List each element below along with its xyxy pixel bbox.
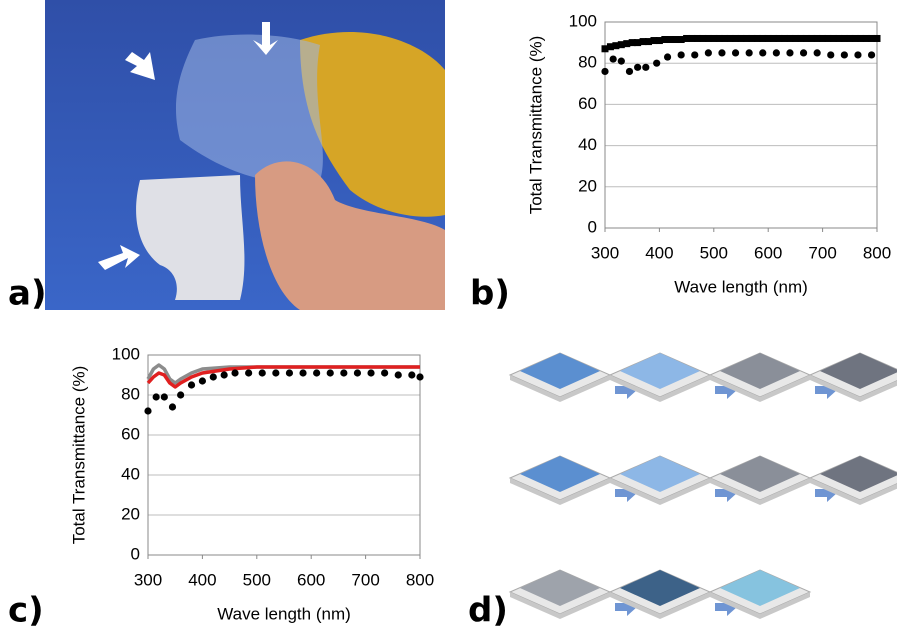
data-point: [408, 371, 415, 378]
panel-label: a): [8, 274, 46, 314]
x-tick-label: 500: [243, 570, 271, 589]
data-point: [231, 369, 238, 376]
data-point: [691, 51, 698, 58]
data-point: [327, 369, 334, 376]
data-point: [354, 369, 361, 376]
y-tick-label: 80: [121, 384, 140, 403]
x-axis-label: Wave length (nm): [674, 277, 808, 296]
data-point: [653, 60, 660, 67]
data-point: [854, 51, 861, 58]
figure: a) b) c) d) 0204060801003004005006007008…: [0, 0, 897, 633]
x-tick-label: 500: [700, 243, 728, 262]
x-tick-label: 400: [645, 243, 673, 262]
panel-label: c): [8, 591, 44, 631]
data-point: [678, 51, 685, 58]
y-tick-label: 0: [588, 217, 597, 236]
photo: [45, 0, 445, 310]
plot-frame: [605, 22, 877, 228]
data-point: [153, 393, 160, 400]
data-point: [299, 369, 306, 376]
data-point: [634, 64, 641, 71]
data-point: [841, 51, 848, 58]
data-point: [395, 371, 402, 378]
x-axis-label: Wave length (nm): [217, 604, 351, 623]
data-point: [313, 369, 320, 376]
data-point: [381, 369, 388, 376]
x-tick-label: 800: [863, 243, 891, 262]
data-point: [773, 49, 780, 56]
y-axis-label: Total Transmittance (%): [69, 366, 88, 545]
y-tick-label: 20: [121, 504, 140, 523]
data-point: [626, 68, 633, 75]
data-point: [199, 377, 206, 384]
x-tick-label: 300: [591, 243, 619, 262]
data-point: [664, 53, 671, 60]
process-diagram: [510, 353, 897, 619]
data-point: [272, 369, 279, 376]
x-tick-label: 400: [188, 570, 216, 589]
data-point: [618, 58, 625, 65]
y-tick-label: 100: [112, 344, 140, 363]
y-tick-label: 60: [578, 94, 597, 113]
data-point: [259, 369, 266, 376]
data-point: [705, 49, 712, 56]
data-point: [416, 373, 423, 380]
data-point: [188, 381, 195, 388]
y-tick-label: 40: [121, 464, 140, 483]
data-point: [221, 371, 228, 378]
data-point: [874, 35, 881, 42]
panel-label: b): [470, 274, 510, 314]
data-point: [367, 369, 374, 376]
data-point: [800, 49, 807, 56]
data-point: [169, 403, 176, 410]
y-tick-label: 100: [569, 11, 597, 30]
y-axis-label: Total Transmittance (%): [526, 36, 545, 215]
y-tick-label: 60: [121, 424, 140, 443]
data-point: [210, 373, 217, 380]
x-tick-label: 600: [297, 570, 325, 589]
data-point: [177, 391, 184, 398]
data-point: [144, 407, 151, 414]
data-point: [718, 49, 725, 56]
data-point: [161, 393, 168, 400]
data-point: [286, 369, 293, 376]
panel-label: d): [468, 591, 508, 631]
data-point: [340, 369, 347, 376]
data-point: [746, 49, 753, 56]
x-tick-label: 700: [808, 243, 836, 262]
data-point: [759, 49, 766, 56]
data-point: [827, 51, 834, 58]
x-tick-label: 300: [134, 570, 162, 589]
data-point: [732, 49, 739, 56]
data-point: [868, 51, 875, 58]
data-point: [610, 55, 617, 62]
x-tick-label: 600: [754, 243, 782, 262]
y-tick-label: 40: [578, 135, 597, 154]
data-point: [642, 64, 649, 71]
data-point: [814, 49, 821, 56]
x-tick-label: 800: [406, 570, 434, 589]
data-point: [245, 369, 252, 376]
y-tick-label: 80: [578, 53, 597, 72]
y-tick-label: 20: [578, 176, 597, 195]
x-tick-label: 700: [351, 570, 379, 589]
data-point: [601, 68, 608, 75]
y-tick-label: 0: [131, 544, 140, 563]
data-point: [786, 49, 793, 56]
